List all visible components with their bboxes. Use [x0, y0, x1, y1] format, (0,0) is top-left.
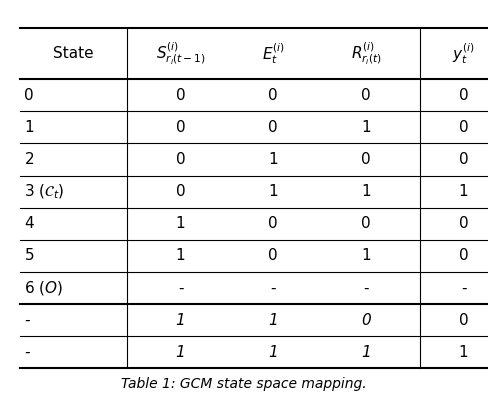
- Text: 1: 1: [361, 248, 371, 263]
- Text: 0: 0: [176, 152, 185, 167]
- Text: -: -: [363, 280, 369, 295]
- Text: 0: 0: [459, 216, 468, 231]
- Text: 1: 1: [268, 345, 278, 360]
- Text: $S_{r_i(t-1)}^{(i)}$: $S_{r_i(t-1)}^{(i)}$: [156, 40, 205, 67]
- Text: 1: 1: [361, 345, 371, 360]
- Text: 0: 0: [268, 120, 278, 135]
- Text: 1: 1: [176, 345, 185, 360]
- Text: -: -: [24, 345, 30, 360]
- Text: 5: 5: [24, 248, 34, 263]
- Text: 0: 0: [361, 216, 371, 231]
- Text: -: -: [461, 280, 467, 295]
- Text: 0: 0: [268, 88, 278, 103]
- Text: 0: 0: [459, 152, 468, 167]
- Text: 6 ($O$): 6 ($O$): [24, 279, 63, 297]
- Text: 0: 0: [459, 88, 468, 103]
- Text: 0: 0: [24, 88, 34, 103]
- Text: 1: 1: [176, 248, 185, 263]
- Text: Table 1: GCM state space mapping.: Table 1: GCM state space mapping.: [121, 377, 367, 391]
- Text: 1: 1: [24, 120, 34, 135]
- Text: 1: 1: [268, 312, 278, 327]
- Text: 0: 0: [176, 120, 185, 135]
- Text: 0: 0: [176, 88, 185, 103]
- Text: 0: 0: [361, 88, 371, 103]
- Text: 3 ($\mathcal{C}_t$): 3 ($\mathcal{C}_t$): [24, 183, 65, 201]
- Text: $R_{r_i(t)}^{(i)}$: $R_{r_i(t)}^{(i)}$: [350, 40, 382, 67]
- Text: 1: 1: [268, 184, 278, 199]
- Text: -: -: [270, 280, 276, 295]
- Text: 0: 0: [459, 248, 468, 263]
- Text: -: -: [178, 280, 183, 295]
- Text: 1: 1: [361, 120, 371, 135]
- Text: 0: 0: [459, 312, 468, 327]
- Text: 0: 0: [459, 120, 468, 135]
- Text: 1: 1: [176, 216, 185, 231]
- Text: 0: 0: [176, 184, 185, 199]
- Text: 1: 1: [459, 184, 468, 199]
- Text: 4: 4: [24, 216, 34, 231]
- Text: $y_t^{(i)}$: $y_t^{(i)}$: [452, 41, 475, 66]
- Text: 0: 0: [268, 248, 278, 263]
- Text: 0: 0: [361, 152, 371, 167]
- Text: 0: 0: [268, 216, 278, 231]
- Text: 1: 1: [268, 152, 278, 167]
- Text: 1: 1: [361, 184, 371, 199]
- Text: 1: 1: [176, 312, 185, 327]
- Text: -: -: [24, 312, 30, 327]
- Text: $E_t^{(i)}$: $E_t^{(i)}$: [262, 41, 285, 66]
- Text: 2: 2: [24, 152, 34, 167]
- Text: State: State: [53, 46, 94, 61]
- Text: 0: 0: [361, 312, 371, 327]
- Text: 1: 1: [459, 345, 468, 360]
